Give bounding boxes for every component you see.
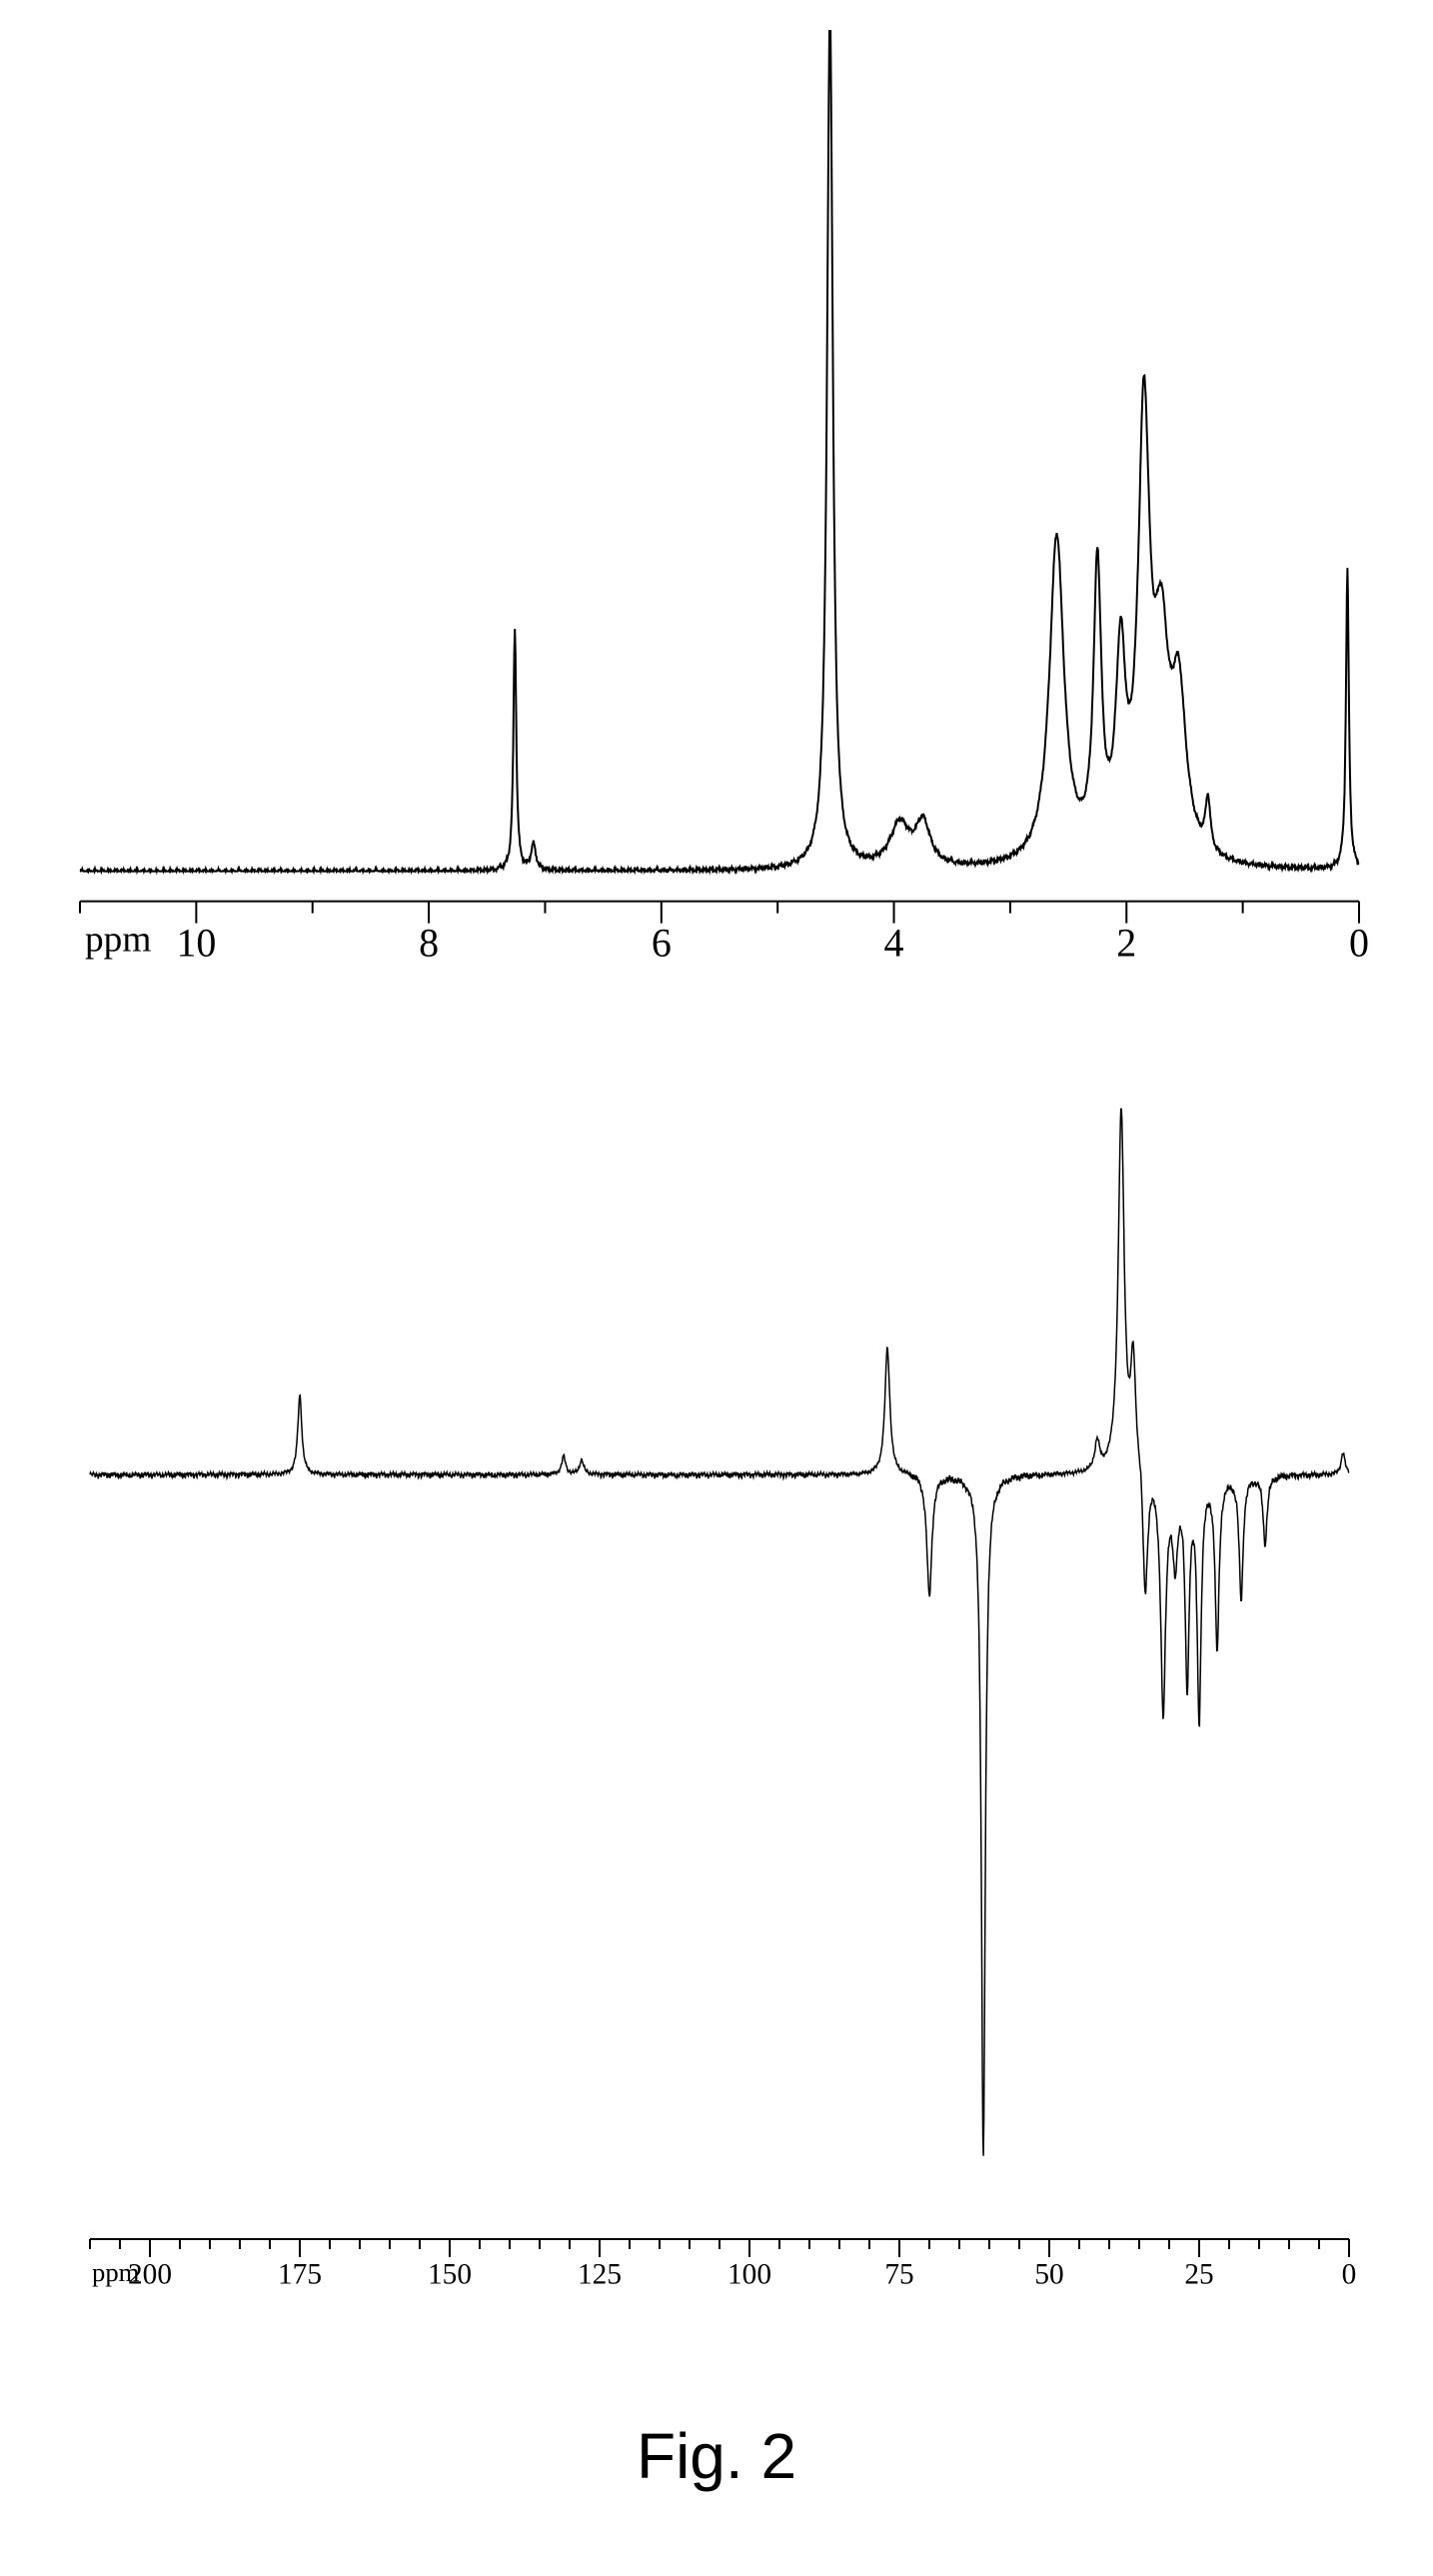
x-tick-label: 125 xyxy=(578,2258,622,2290)
x-tick-label: 150 xyxy=(428,2258,472,2290)
x-tick-label: 2 xyxy=(1116,921,1136,966)
x-tick-label: 100 xyxy=(727,2258,771,2290)
x-tick-label: 25 xyxy=(1184,2258,1213,2290)
x-tick-label: 0 xyxy=(1349,921,1369,966)
top-spectrum-panel: 0 2 4 6 8 10 ppm xyxy=(60,30,1379,1010)
x-tick-label: 75 xyxy=(884,2258,913,2290)
x-tick-label: 6 xyxy=(652,921,672,966)
x-axis-label: ppm xyxy=(92,2257,140,2287)
x-tick-label: 8 xyxy=(419,921,439,966)
spectrum-trace xyxy=(80,30,1359,872)
x-tick-label: 4 xyxy=(884,921,904,966)
x-axis-label: ppm xyxy=(85,920,151,961)
spectrum-trace xyxy=(90,1109,1349,2155)
x-tick-label: 10 xyxy=(176,921,216,966)
x-tick-label: 50 xyxy=(1034,2258,1063,2290)
x-tick-label: 175 xyxy=(278,2258,322,2290)
c13-dept-spectrum: 0255075100125150175200ppm xyxy=(60,1080,1379,2329)
figure-caption: Fig. 2 xyxy=(0,2419,1433,2493)
x-tick-label: 0 xyxy=(1342,2258,1357,2290)
bottom-spectrum-panel: 0255075100125150175200ppm xyxy=(60,1080,1379,2329)
h1-nmr-spectrum: 0 2 4 6 8 10 ppm xyxy=(60,30,1379,1010)
figure-page: 0246810ppm 0255075100125150175200ppm Fig… xyxy=(0,0,1433,2576)
